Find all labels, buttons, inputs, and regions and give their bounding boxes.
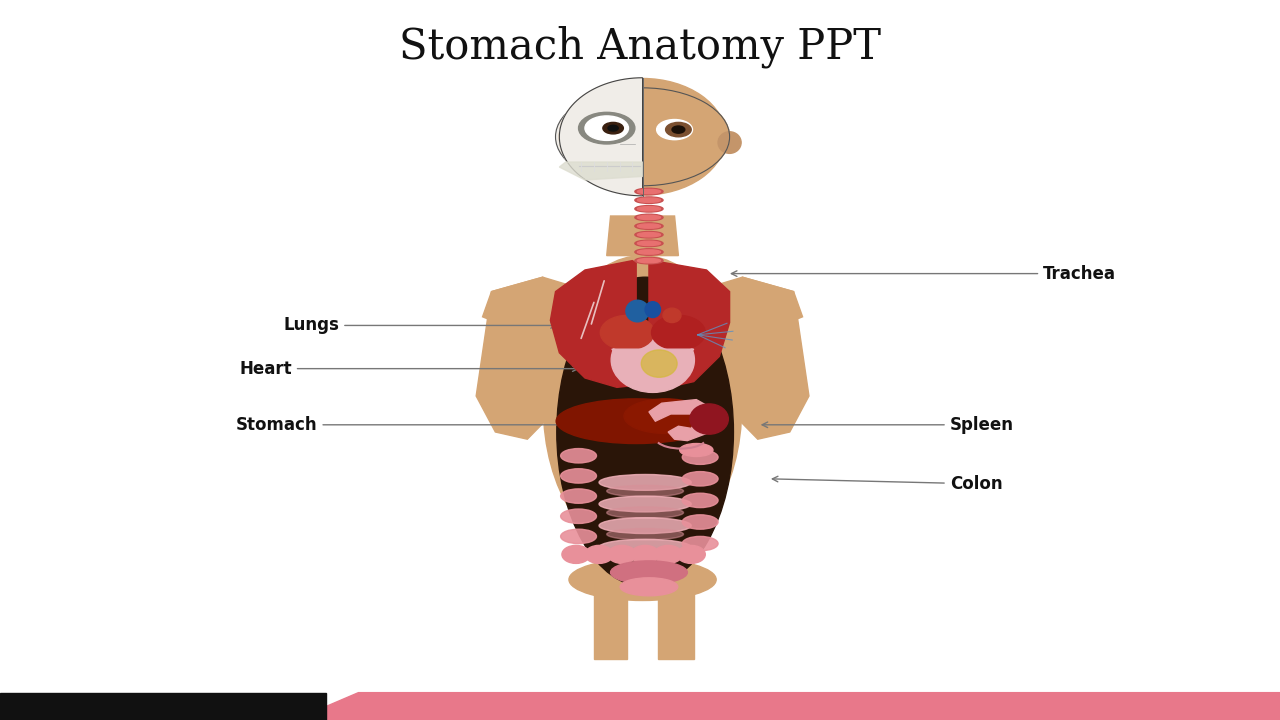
Text: Colon: Colon <box>772 475 1002 492</box>
Ellipse shape <box>635 197 663 203</box>
Ellipse shape <box>585 546 613 563</box>
Ellipse shape <box>607 528 684 540</box>
Ellipse shape <box>718 132 741 153</box>
Ellipse shape <box>561 529 596 544</box>
Polygon shape <box>707 277 803 335</box>
Ellipse shape <box>637 258 660 263</box>
Ellipse shape <box>561 449 596 463</box>
Text: Spleen: Spleen <box>762 416 1014 433</box>
Text: Lungs: Lungs <box>283 316 557 334</box>
Ellipse shape <box>637 233 660 237</box>
Polygon shape <box>607 216 678 256</box>
Ellipse shape <box>561 509 596 523</box>
Ellipse shape <box>561 489 596 503</box>
Text: Stomach: Stomach <box>236 416 582 433</box>
Circle shape <box>585 116 628 140</box>
Text: Trachea: Trachea <box>731 265 1116 282</box>
Polygon shape <box>649 400 717 441</box>
Ellipse shape <box>635 215 663 221</box>
Ellipse shape <box>637 207 660 211</box>
Polygon shape <box>649 261 730 389</box>
Text: Stomach Anatomy PPT: Stomach Anatomy PPT <box>399 25 881 68</box>
Ellipse shape <box>663 308 681 323</box>
Ellipse shape <box>561 469 596 483</box>
Polygon shape <box>612 349 694 392</box>
Circle shape <box>657 120 692 140</box>
Ellipse shape <box>635 257 663 264</box>
Ellipse shape <box>599 518 691 534</box>
Ellipse shape <box>635 231 663 238</box>
Ellipse shape <box>543 256 742 558</box>
Ellipse shape <box>635 188 663 194</box>
Polygon shape <box>483 277 579 335</box>
Ellipse shape <box>556 399 717 444</box>
Ellipse shape <box>599 539 691 555</box>
Ellipse shape <box>607 550 684 562</box>
Ellipse shape <box>637 250 660 254</box>
Ellipse shape <box>599 474 691 490</box>
Ellipse shape <box>562 546 590 563</box>
Polygon shape <box>550 261 636 387</box>
Ellipse shape <box>637 241 660 246</box>
Circle shape <box>608 125 618 131</box>
Ellipse shape <box>635 240 663 246</box>
Ellipse shape <box>637 215 660 220</box>
Circle shape <box>672 126 685 133</box>
Ellipse shape <box>635 206 663 212</box>
Circle shape <box>603 122 623 134</box>
Ellipse shape <box>559 78 726 195</box>
Ellipse shape <box>635 222 663 229</box>
Ellipse shape <box>631 546 659 563</box>
Ellipse shape <box>626 300 649 322</box>
Wedge shape <box>556 88 643 186</box>
Ellipse shape <box>652 315 705 350</box>
Polygon shape <box>476 277 566 439</box>
Ellipse shape <box>637 198 660 202</box>
Ellipse shape <box>682 515 718 529</box>
Ellipse shape <box>607 485 684 497</box>
Ellipse shape <box>599 496 691 512</box>
Ellipse shape <box>607 507 684 518</box>
Ellipse shape <box>637 224 660 228</box>
Ellipse shape <box>612 328 694 392</box>
Text: Heart: Heart <box>239 359 579 377</box>
Polygon shape <box>658 587 694 659</box>
Ellipse shape <box>611 561 687 584</box>
Ellipse shape <box>682 450 718 464</box>
Ellipse shape <box>682 536 718 551</box>
Ellipse shape <box>677 546 705 563</box>
Ellipse shape <box>600 315 654 350</box>
Ellipse shape <box>641 350 677 377</box>
Polygon shape <box>719 277 809 439</box>
Ellipse shape <box>635 248 663 256</box>
Ellipse shape <box>682 472 718 486</box>
Ellipse shape <box>637 189 660 194</box>
Polygon shape <box>559 78 643 196</box>
Ellipse shape <box>645 302 660 318</box>
Circle shape <box>666 122 691 137</box>
Ellipse shape <box>680 444 713 456</box>
Ellipse shape <box>682 493 718 508</box>
Ellipse shape <box>625 399 708 433</box>
Ellipse shape <box>654 546 682 563</box>
Ellipse shape <box>608 546 636 563</box>
Polygon shape <box>594 587 627 659</box>
Ellipse shape <box>621 577 678 596</box>
Wedge shape <box>643 88 730 186</box>
Polygon shape <box>559 162 643 180</box>
Ellipse shape <box>568 559 717 600</box>
Circle shape <box>579 112 635 144</box>
Ellipse shape <box>557 277 733 587</box>
Ellipse shape <box>690 404 728 434</box>
